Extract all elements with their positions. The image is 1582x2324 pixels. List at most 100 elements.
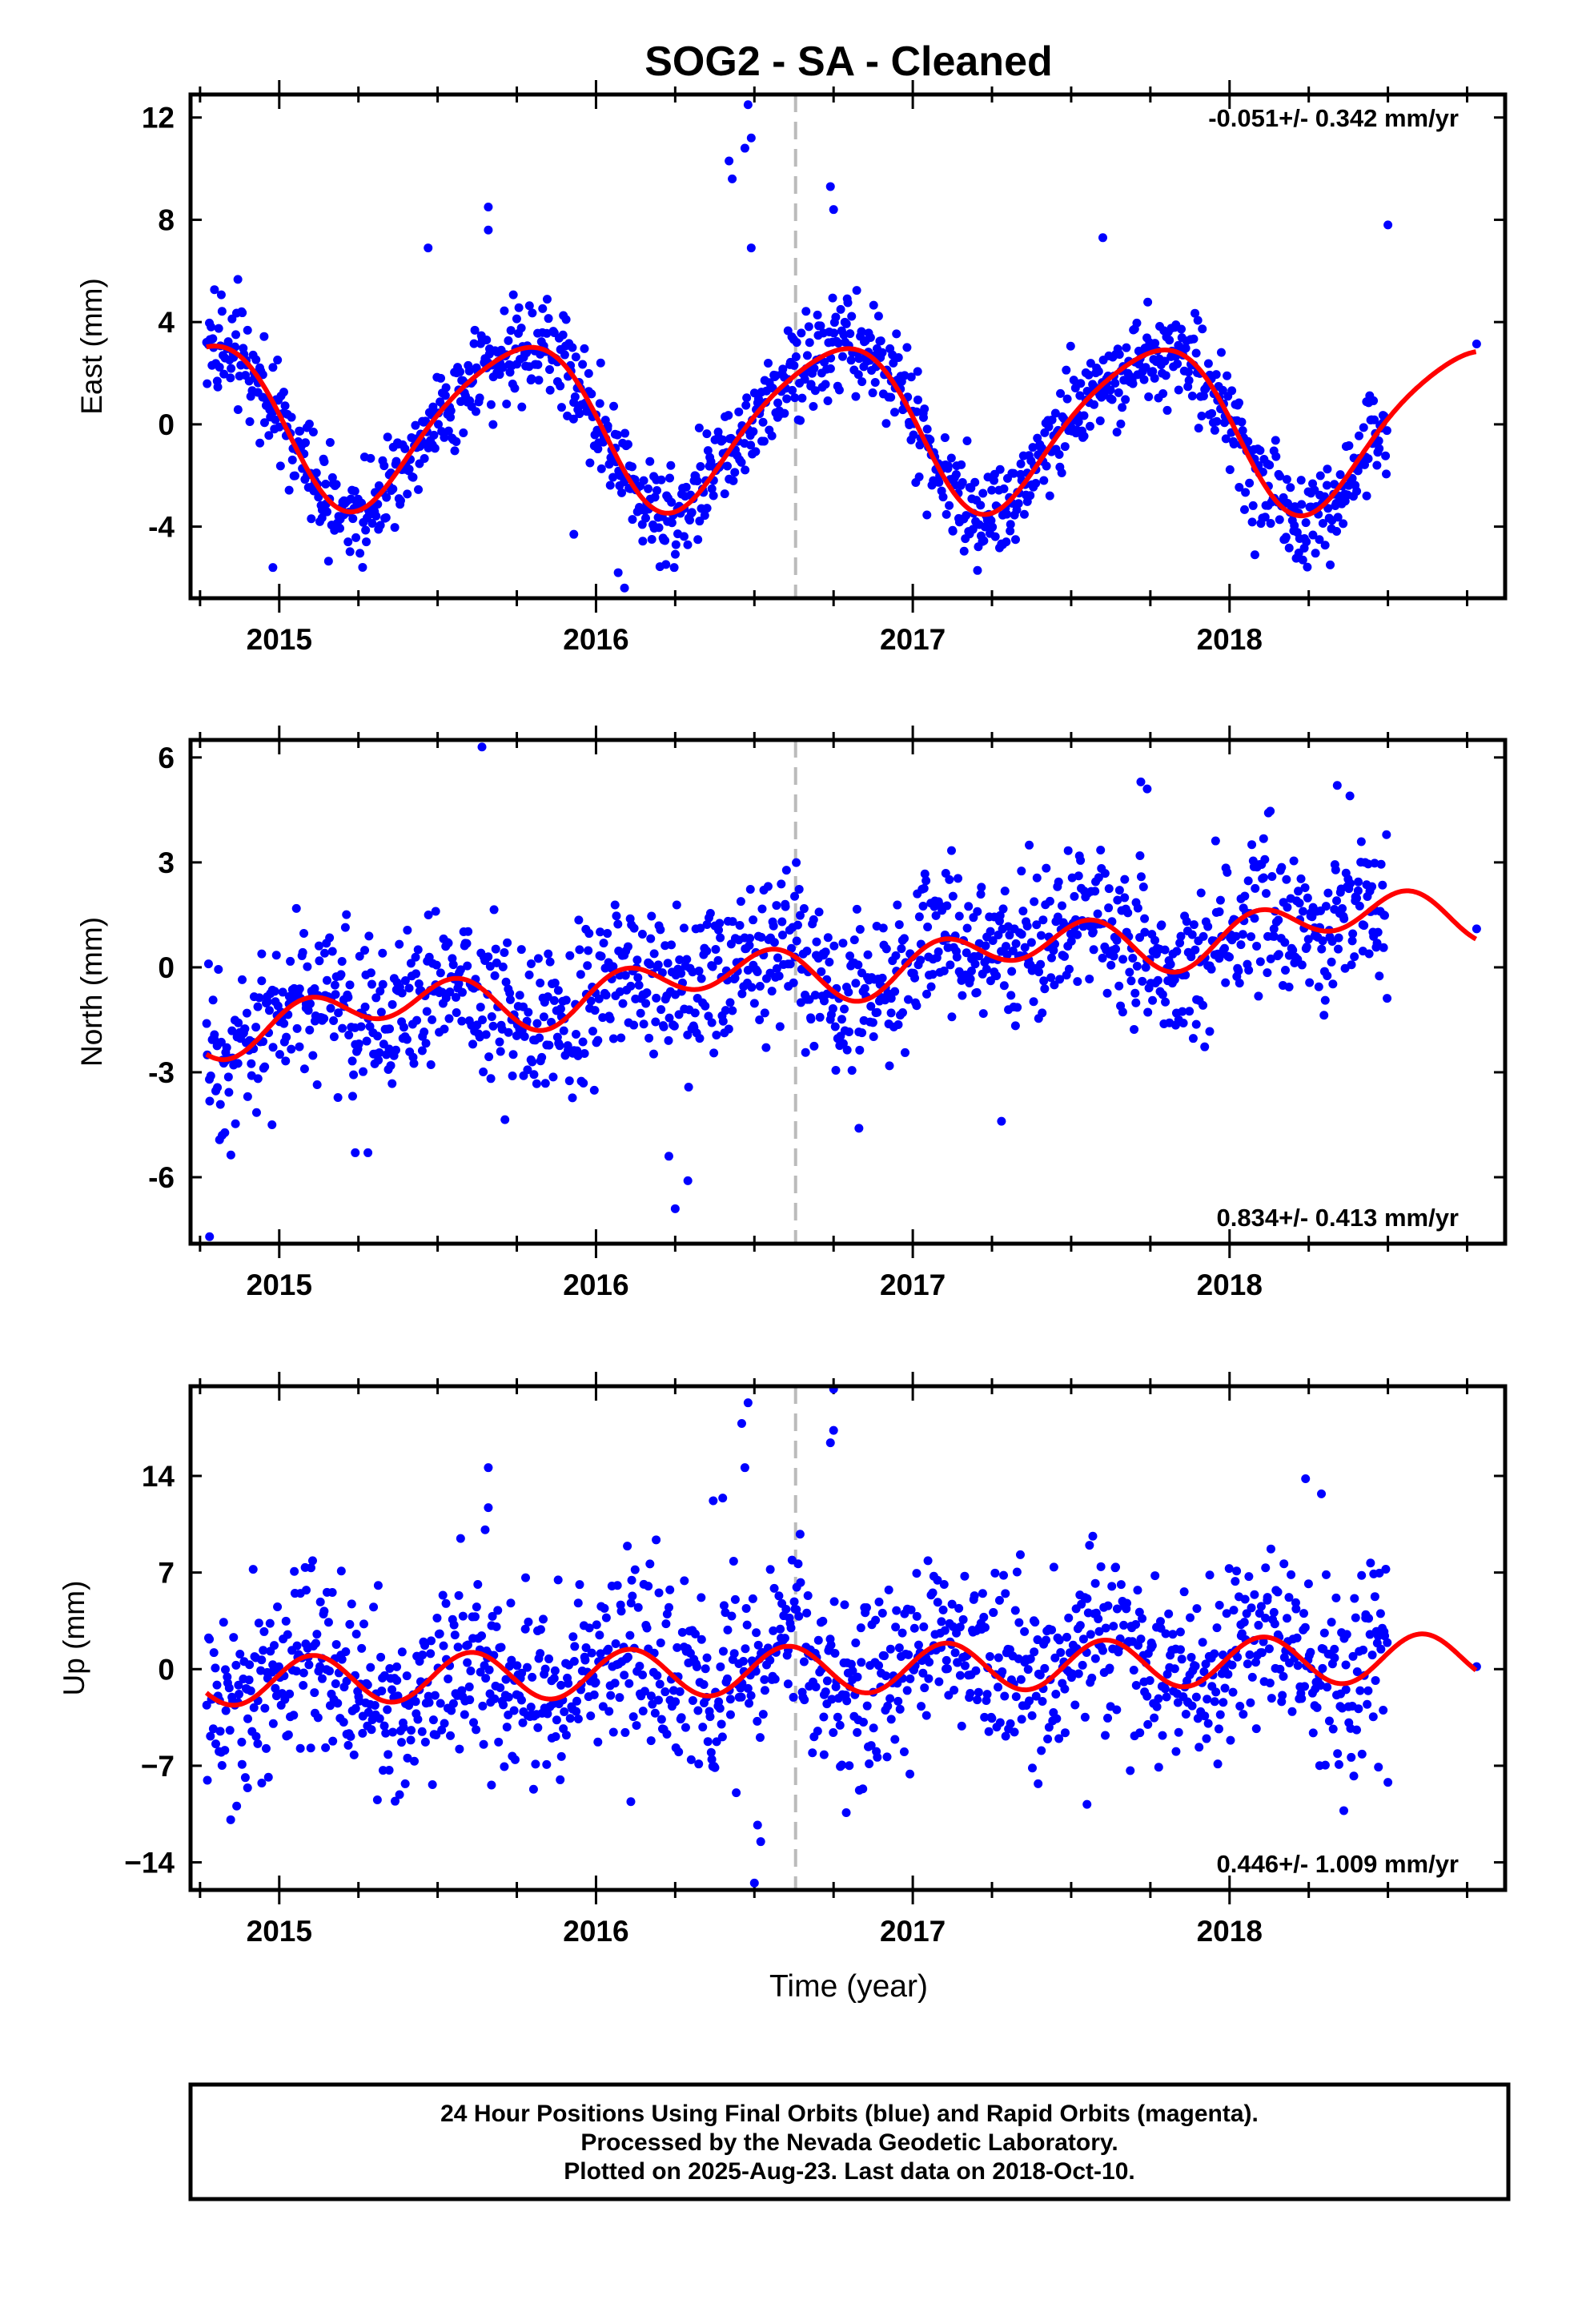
data-point	[814, 907, 824, 917]
data-point	[255, 993, 264, 1003]
data-point	[933, 1575, 942, 1585]
data-point	[895, 1704, 905, 1714]
data-point	[1122, 1598, 1131, 1608]
data-point	[893, 1696, 903, 1706]
data-point	[395, 1790, 404, 1799]
data-point	[1078, 1634, 1088, 1644]
data-point	[772, 901, 781, 911]
data-point	[479, 1739, 488, 1749]
data-point	[652, 993, 661, 1003]
data-point	[360, 946, 370, 955]
data-point	[1114, 350, 1124, 360]
data-point	[703, 1737, 713, 1747]
data-point	[781, 866, 791, 875]
data-point	[835, 1720, 845, 1730]
data-point	[884, 1585, 893, 1594]
data-point	[231, 1660, 241, 1670]
data-point	[1201, 1659, 1211, 1669]
data-point	[1120, 875, 1130, 884]
data-point	[897, 1628, 907, 1638]
outlier-point	[1332, 781, 1342, 790]
data-point	[623, 1542, 632, 1551]
data-point	[524, 301, 534, 311]
data-point	[357, 498, 367, 508]
data-point	[447, 1706, 456, 1715]
data-point	[763, 359, 773, 368]
data-point	[336, 970, 346, 979]
data-point	[995, 464, 1005, 474]
data-point	[1173, 1698, 1182, 1707]
data-point	[1351, 1613, 1360, 1622]
data-point	[307, 1556, 317, 1566]
data-point	[1254, 1620, 1263, 1630]
data-point	[1211, 1687, 1221, 1697]
data-point	[1075, 391, 1085, 400]
data-point	[641, 999, 651, 1008]
data-point	[1140, 927, 1150, 937]
data-point	[810, 386, 820, 396]
data-point	[933, 1598, 942, 1607]
data-point	[499, 1700, 508, 1710]
data-point	[1296, 476, 1306, 485]
data-point	[1238, 426, 1247, 436]
data-point	[240, 1773, 250, 1783]
data-point	[1122, 343, 1131, 352]
data-point	[945, 875, 954, 884]
outlier-point	[243, 1783, 252, 1792]
data-point	[299, 1064, 309, 1074]
data-point	[704, 1011, 713, 1021]
data-point	[980, 522, 990, 532]
data-point	[794, 884, 804, 894]
data-point	[793, 920, 802, 930]
data-point	[792, 1605, 801, 1614]
data-point	[1143, 1007, 1153, 1017]
data-point	[500, 306, 509, 316]
data-point	[1088, 1531, 1098, 1541]
data-point	[284, 485, 294, 495]
data-point	[1143, 1719, 1153, 1729]
data-point	[590, 1006, 600, 1015]
data-point	[918, 412, 928, 422]
data-point	[1299, 1609, 1309, 1618]
data-point	[1354, 1704, 1363, 1714]
data-point	[959, 546, 969, 556]
data-point	[452, 1007, 461, 1017]
data-point	[1074, 1669, 1083, 1679]
y-tick-label: 14	[142, 1460, 175, 1493]
data-point	[886, 392, 896, 402]
data-point	[1220, 1683, 1230, 1693]
data-point	[454, 1590, 464, 1600]
data-point	[715, 919, 725, 928]
data-point	[830, 1648, 840, 1658]
data-point	[801, 307, 811, 316]
data-point	[343, 992, 353, 1002]
data-point	[605, 480, 615, 490]
data-point	[1375, 1568, 1384, 1578]
data-point	[998, 904, 1008, 914]
data-point	[974, 1687, 983, 1697]
x-tick-label: 2015	[247, 1915, 312, 1948]
data-point	[860, 983, 869, 993]
data-point	[861, 1603, 871, 1613]
data-point	[469, 339, 479, 348]
data-point	[758, 417, 768, 427]
data-point	[749, 999, 759, 1008]
outlier-point	[746, 133, 756, 143]
data-point	[760, 1008, 769, 1018]
data-point	[649, 949, 659, 959]
data-point	[298, 947, 307, 957]
data-point	[898, 1008, 908, 1018]
data-point	[212, 1680, 222, 1690]
data-point	[1111, 1562, 1121, 1572]
data-point	[806, 1015, 816, 1024]
data-point	[341, 1647, 351, 1657]
data-point	[329, 1032, 339, 1042]
data-point	[789, 1692, 798, 1702]
data-point	[793, 1559, 803, 1569]
data-point	[340, 923, 350, 932]
data-point	[1039, 476, 1049, 485]
data-point	[326, 1003, 335, 1013]
data-point	[516, 1695, 526, 1705]
data-point	[1001, 1589, 1010, 1598]
data-point	[1191, 1692, 1201, 1702]
